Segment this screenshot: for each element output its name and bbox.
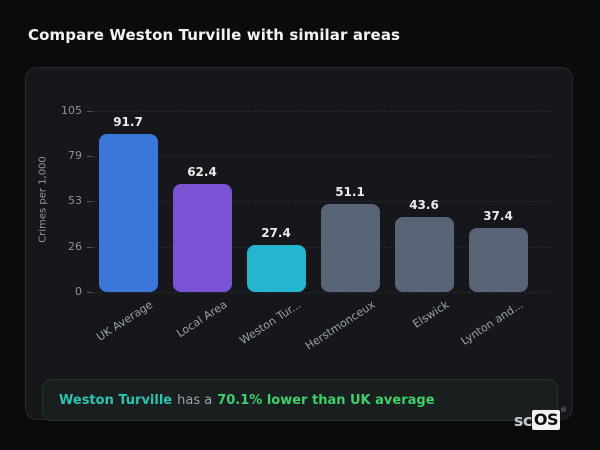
bar-elswick[interactable] [394,216,454,292]
y-tick-label: 26 [68,240,82,254]
y-tick-label: 105 [61,104,82,117]
chart-card: Crimes per 1,000 0 26 53 79 105 91.7 UK Avera… [25,67,573,421]
registered-mark-icon: ® [560,406,567,414]
bar-value-label: 62.4 [187,165,217,180]
note-middle-text: has a [177,392,213,408]
y-tick-label: 0 [75,285,82,298]
bar-chart: Crimes per 1,000 0 26 53 79 105 91.7 UK Avera… [26,68,572,419]
bar-uk-average[interactable] [98,133,158,292]
note-area-name: Weston Turville [59,392,173,408]
y-tick-mark [87,155,93,157]
x-axis-label: Herstmonceux [302,298,378,353]
x-axis-label: UK Average [94,298,156,344]
y-tick-label: 79 [68,148,82,162]
y-tick-mark [87,200,93,202]
x-axis-label: Lynton and... [458,298,526,348]
y-tick-mark [87,247,93,249]
x-axis-label: Local Area [173,298,230,341]
note-stat-text: 70.1% lower than UK average [217,392,435,408]
gridline-y-53 [94,200,551,202]
bar-value-label: 91.7 [113,114,143,129]
bar-value-label: 37.4 [483,208,513,223]
gridline-y-105 [94,111,551,112]
bar-herstmonceux[interactable] [320,203,380,292]
x-axis-label: Weston Tur... [237,298,304,348]
x-axis-label: Elswick [410,298,452,331]
watermark-suffix: OS [531,410,560,430]
watermark-prefix: sc [513,410,533,430]
y-tick-label: 53 [68,193,82,207]
gridline-y-0 [94,292,551,293]
comparison-note: Weston Turville has a 70.1% lower than U… [42,379,558,421]
bar-value-label: 27.4 [261,225,291,240]
y-tick-mark [87,111,93,112]
bar-value-label: 43.6 [409,197,439,212]
bar-local-area[interactable] [172,184,232,292]
gridline-y-79 [94,155,551,157]
y-tick-mark [87,292,93,293]
watermark-logo: sc OS ® [513,406,567,432]
bar-weston-tur[interactable] [246,244,306,292]
page-title: Compare Weston Turville with similar are… [28,26,401,44]
bar-value-label: 51.1 [335,184,365,199]
bar-lynton-and[interactable] [468,227,528,292]
